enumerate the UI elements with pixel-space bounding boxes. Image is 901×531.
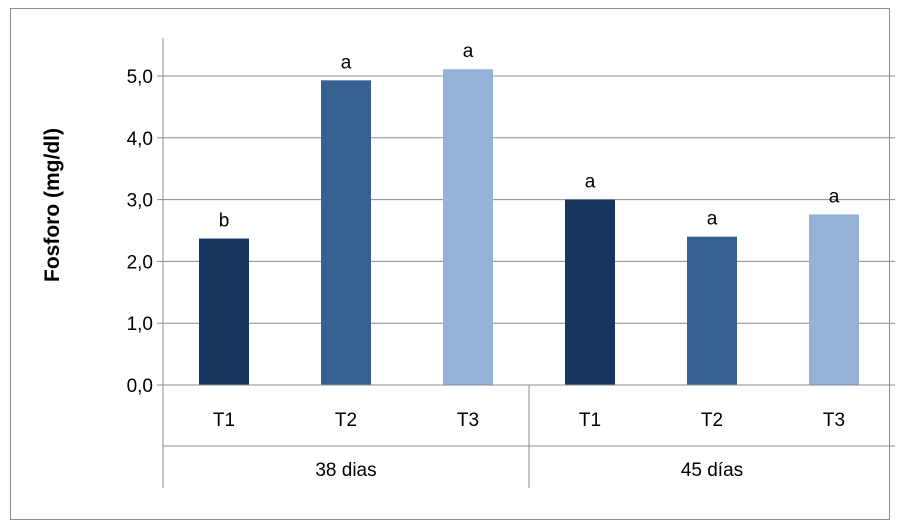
bar-data-label: a — [341, 52, 352, 73]
x-category-label: T1 — [579, 410, 601, 431]
labels: 0,0 1,0 2,0 3,0 4,0 5,0 b T1 a T2 a T3 38 dias a T1 a T2… — [127, 41, 846, 481]
bar-data-label: a — [707, 209, 718, 230]
bar-data-label: b — [219, 211, 230, 232]
x-category-label: T3 — [823, 410, 845, 431]
y-tick-label: 2,0 — [127, 252, 153, 273]
y-tick-label: 0,0 — [127, 376, 153, 397]
x-category-label: T3 — [457, 410, 479, 431]
x-category-label: T1 — [213, 410, 235, 431]
bar-data-label: a — [463, 41, 474, 62]
y-axis-title: Fosforo (mg/dl) — [41, 128, 64, 282]
bar — [809, 214, 859, 385]
y-tick-label: 3,0 — [127, 191, 153, 212]
x-category-label: T2 — [335, 410, 357, 431]
y-tick-label: 5,0 — [127, 67, 153, 88]
bar — [687, 236, 737, 385]
axes — [157, 38, 895, 488]
bar — [199, 238, 249, 385]
grid-lines — [163, 75, 895, 324]
y-tick-label: 1,0 — [127, 314, 153, 335]
bar-data-label: a — [585, 172, 596, 193]
bar-data-label: a — [829, 186, 840, 207]
x-group-label: 38 dias — [315, 460, 376, 481]
bar — [443, 69, 493, 386]
bar — [565, 199, 615, 385]
y-tick-label: 4,0 — [127, 129, 153, 150]
x-category-label: T2 — [701, 410, 723, 431]
bar — [321, 80, 371, 386]
bars — [199, 69, 859, 386]
x-group-label: 45 días — [681, 460, 743, 481]
